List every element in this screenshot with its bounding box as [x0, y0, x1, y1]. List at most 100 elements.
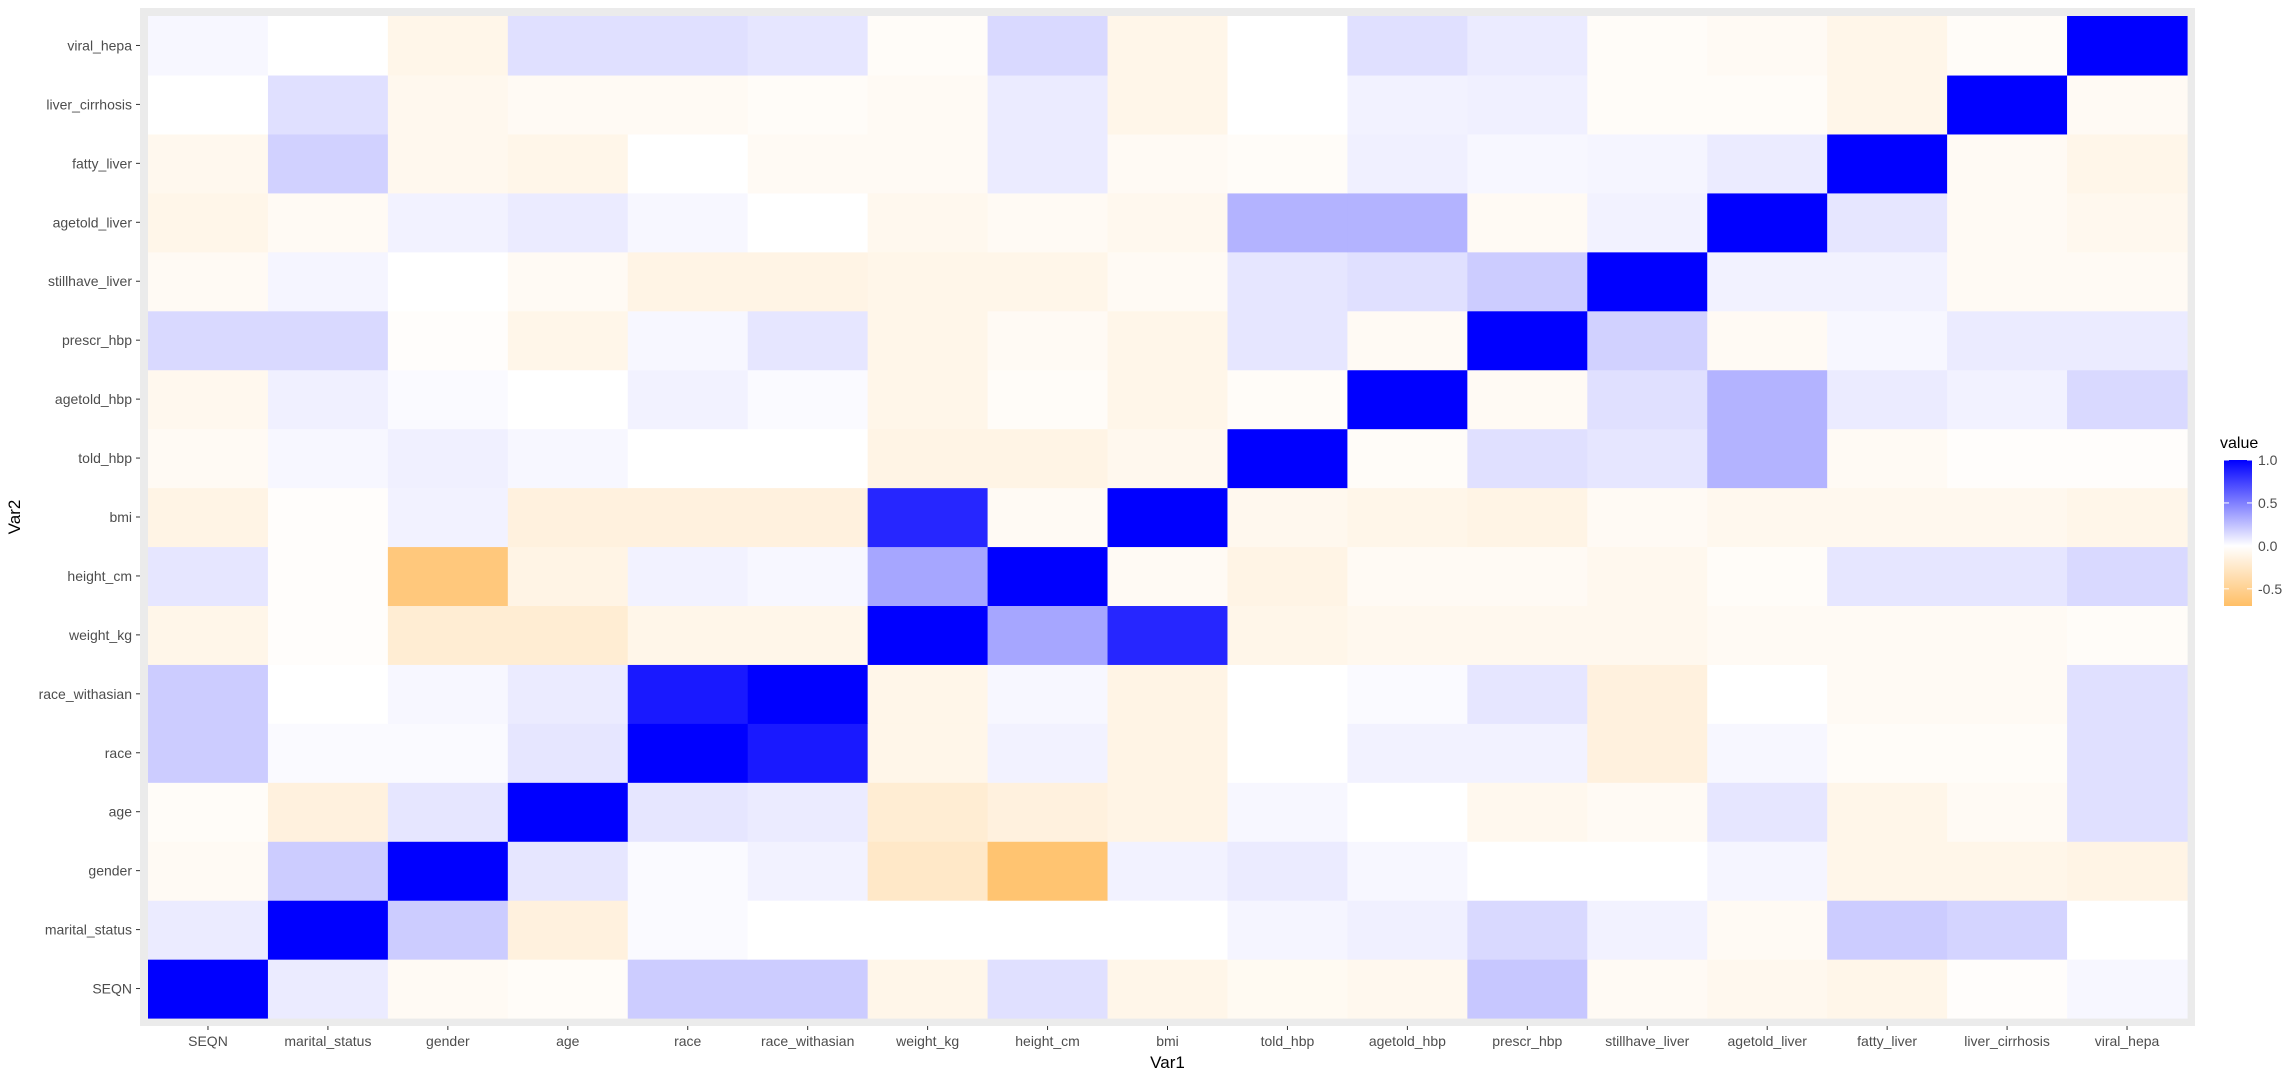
heatmap-cell-age-SEQN	[507, 959, 629, 1019]
legend-tick-label: 0.5	[2258, 495, 2278, 511]
heatmap-cell-bmi-liver_cirrhosis	[1107, 74, 1229, 135]
heatmap-cell-agetold_hbp-bmi	[1347, 487, 1468, 548]
heatmap-cell-viral_hepa-viral_hepa	[2067, 16, 2188, 76]
y-tick-label: stillhave_liver	[48, 273, 132, 289]
y-tick-label: agetold_hbp	[55, 391, 132, 407]
y-tick-label: bmi	[109, 509, 132, 525]
heatmap-cell-race-age	[627, 782, 749, 842]
heatmap-cell-SEQN-SEQN	[148, 959, 269, 1019]
heatmap-cell-gender-weight_kg	[387, 605, 509, 665]
x-tick-label: gender	[426, 1033, 470, 1049]
heatmap-cell-race_withasian-SEQN	[747, 959, 869, 1019]
heatmap-cell-told_hbp-marital_status	[1227, 900, 1349, 960]
heatmap-cell-stillhave_liver-told_hbp	[1587, 428, 1708, 489]
x-axis-title: Var1	[1150, 1053, 1185, 1072]
heatmap-cell-SEQN-fatty_liver	[148, 133, 269, 194]
heatmap-cell-marital_status-viral_hepa	[267, 16, 389, 76]
heatmap-cell-gender-viral_hepa	[387, 16, 509, 76]
heatmap-cell-SEQN-race_withasian	[148, 664, 269, 724]
heatmap-cell-bmi-race	[1107, 723, 1229, 783]
heatmap-cell-race-weight_kg	[627, 605, 749, 665]
heatmap-cell-height_cm-liver_cirrhosis	[987, 74, 1109, 135]
heatmap-cell-stillhave_liver-liver_cirrhosis	[1587, 74, 1708, 135]
y-tick-label: gender	[88, 863, 132, 879]
heatmap-cell-prescr_hbp-race	[1467, 723, 1588, 783]
heatmap-cell-fatty_liver-liver_cirrhosis	[1827, 74, 1948, 135]
x-tick-label: told_hbp	[1261, 1033, 1315, 1049]
x-tick-label: agetold_liver	[1728, 1033, 1808, 1049]
y-tick-label: weight_kg	[68, 627, 132, 643]
heatmap-cell-weight_kg-stillhave_liver	[867, 251, 989, 312]
heatmap-cell-weight_kg-bmi	[867, 487, 989, 548]
heatmap-cell-told_hbp-gender	[1227, 841, 1349, 901]
heatmap-cell-age-stillhave_liver	[507, 251, 629, 312]
heatmap-cell-age-race_withasian	[507, 664, 629, 724]
heatmap-cell-weight_kg-prescr_hbp	[867, 310, 989, 371]
heatmap-cell-weight_kg-height_cm	[867, 546, 989, 607]
heatmap-cell-marital_status-race_withasian	[267, 664, 389, 724]
heatmap-cell-gender-agetold_hbp	[387, 369, 509, 430]
heatmap-cell-agetold_liver-viral_hepa	[1707, 16, 1828, 76]
heatmap-cell-marital_status-agetold_liver	[267, 192, 389, 253]
heatmap-cell-race-marital_status	[627, 900, 749, 960]
y-axis-title: Var2	[5, 500, 24, 535]
heatmap-cell-liver_cirrhosis-fatty_liver	[1947, 133, 2068, 194]
heatmap-cell-fatty_liver-race	[1827, 723, 1948, 783]
heatmap-cell-gender-told_hbp	[387, 428, 509, 489]
heatmap-cell-viral_hepa-bmi	[2067, 487, 2188, 548]
heatmap-cell-age-agetold_liver	[507, 192, 629, 253]
heatmap-cell-gender-age	[387, 782, 509, 842]
heatmap-cell-height_cm-SEQN	[987, 959, 1109, 1019]
heatmap-cell-race_withasian-told_hbp	[747, 428, 869, 489]
heatmap-cell-agetold_liver-prescr_hbp	[1707, 310, 1828, 371]
heatmap-cell-race-viral_hepa	[627, 16, 749, 76]
heatmap-cell-liver_cirrhosis-agetold_hbp	[1947, 369, 2068, 430]
heatmap-cell-height_cm-told_hbp	[987, 428, 1109, 489]
heatmap-cell-SEQN-weight_kg	[148, 605, 269, 665]
heatmap-cell-race_withasian-agetold_liver	[747, 192, 869, 253]
heatmap-cell-race_withasian-stillhave_liver	[747, 251, 869, 312]
heatmap-cell-prescr_hbp-height_cm	[1467, 546, 1588, 607]
heatmap-cell-liver_cirrhosis-viral_hepa	[1947, 16, 2068, 76]
heatmap-cell-liver_cirrhosis-bmi	[1947, 487, 2068, 548]
heatmap-cell-fatty_liver-gender	[1827, 841, 1948, 901]
heatmap-cell-prescr_hbp-viral_hepa	[1467, 16, 1588, 76]
heatmap-cell-bmi-height_cm	[1107, 546, 1229, 607]
heatmap-cell-race_withasian-agetold_hbp	[747, 369, 869, 430]
heatmap-cell-agetold_liver-fatty_liver	[1707, 133, 1828, 194]
heatmap-cell-race-told_hbp	[627, 428, 749, 489]
x-tick-label: bmi	[1156, 1033, 1179, 1049]
heatmap-cell-stillhave_liver-age	[1587, 782, 1708, 842]
heatmap-cell-prescr_hbp-race_withasian	[1467, 664, 1588, 724]
heatmap-cell-liver_cirrhosis-told_hbp	[1947, 428, 2068, 489]
heatmap-cell-liver_cirrhosis-prescr_hbp	[1947, 310, 2068, 371]
heatmap-cell-told_hbp-race	[1227, 723, 1349, 783]
heatmap-cell-SEQN-viral_hepa	[148, 16, 269, 76]
y-tick-label: age	[109, 804, 133, 820]
heatmap-cell-agetold_liver-height_cm	[1707, 546, 1828, 607]
heatmap-cell-told_hbp-SEQN	[1227, 959, 1349, 1019]
heatmap-cell-prescr_hbp-agetold_hbp	[1467, 369, 1588, 430]
heatmap-cell-fatty_liver-race_withasian	[1827, 664, 1948, 724]
heatmap-cell-stillhave_liver-viral_hepa	[1587, 16, 1708, 76]
heatmap-cell-fatty_liver-agetold_liver	[1827, 192, 1948, 253]
heatmap-cell-prescr_hbp-SEQN	[1467, 959, 1588, 1019]
heatmap-cell-agetold_hbp-height_cm	[1347, 546, 1468, 607]
heatmap-cell-agetold_hbp-SEQN	[1347, 959, 1468, 1019]
heatmap-cell-height_cm-weight_kg	[987, 605, 1109, 665]
heatmap-cell-race-gender	[627, 841, 749, 901]
heatmap-cell-liver_cirrhosis-liver_cirrhosis	[1947, 74, 2068, 135]
heatmap-cell-race_withasian-weight_kg	[747, 605, 869, 665]
heatmap-cell-agetold_liver-bmi	[1707, 487, 1828, 548]
heatmap-cell-fatty_liver-bmi	[1827, 487, 1948, 548]
heatmap-cell-fatty_liver-told_hbp	[1827, 428, 1948, 489]
heatmap-cell-gender-height_cm	[387, 546, 509, 607]
y-tick-label: marital_status	[45, 922, 132, 938]
x-tick-label: age	[556, 1033, 580, 1049]
legend-tick-label: -0.5	[2258, 581, 2282, 597]
heatmap-cell-viral_hepa-age	[2067, 782, 2188, 842]
heatmap-cell-race_withasian-viral_hepa	[747, 16, 869, 76]
heatmap-cell-race_withasian-gender	[747, 841, 869, 901]
heatmap-cell-liver_cirrhosis-SEQN	[1947, 959, 2068, 1019]
heatmap-cell-race-SEQN	[627, 959, 749, 1019]
